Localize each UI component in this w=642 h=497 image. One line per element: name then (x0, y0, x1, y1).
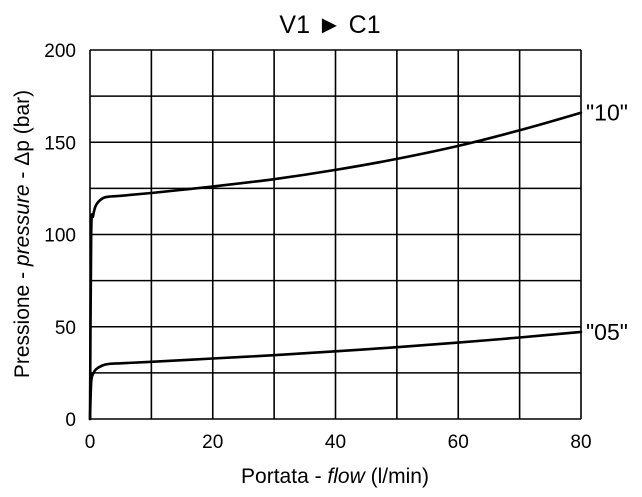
y-tick-label: 100 (44, 226, 76, 247)
series-label-1: "05" (586, 319, 628, 345)
y-tick-label: 200 (44, 41, 76, 62)
y-tick-label: 0 (65, 410, 76, 431)
series-line-1 (88, 330, 583, 421)
title-arrow: ► (317, 11, 342, 39)
y-tick-label: 150 (44, 133, 76, 154)
y-axis-label-prefix: Pressione - (11, 266, 34, 378)
series-line-0 (88, 111, 583, 421)
y-axis-label: Pressione - pressure - Δp (bar) (11, 90, 34, 378)
tick-labels: 0 20 40 60 80 0 50 100 150 200 (44, 41, 591, 453)
y-axis-label-suffix: - Δp (bar) (11, 90, 34, 185)
x-tick-label: 60 (448, 432, 469, 453)
series-curves (88, 111, 583, 421)
x-tick-label: 40 (325, 432, 346, 453)
x-axis-label: Portata - flow (l/min) (241, 465, 429, 488)
x-tick-label: 0 (85, 432, 96, 453)
y-axis-label-italic: pressure (11, 184, 34, 267)
title-from: V1 (279, 11, 310, 39)
y-tick-label: 50 (55, 318, 76, 339)
series-labels: "10" "05" (586, 100, 628, 345)
x-axis-label-suffix: (l/min) (365, 465, 429, 488)
x-tick-label: 80 (570, 432, 591, 453)
x-tick-label: 20 (202, 432, 223, 453)
x-axis-label-italic: flow (327, 465, 366, 488)
series-label-0: "10" (586, 100, 628, 126)
title-to: C1 (349, 11, 381, 39)
chart-title: V1 ► C1 (279, 11, 380, 39)
x-axis-label-prefix: Portata - (241, 465, 327, 488)
grid-lines (89, 49, 582, 420)
